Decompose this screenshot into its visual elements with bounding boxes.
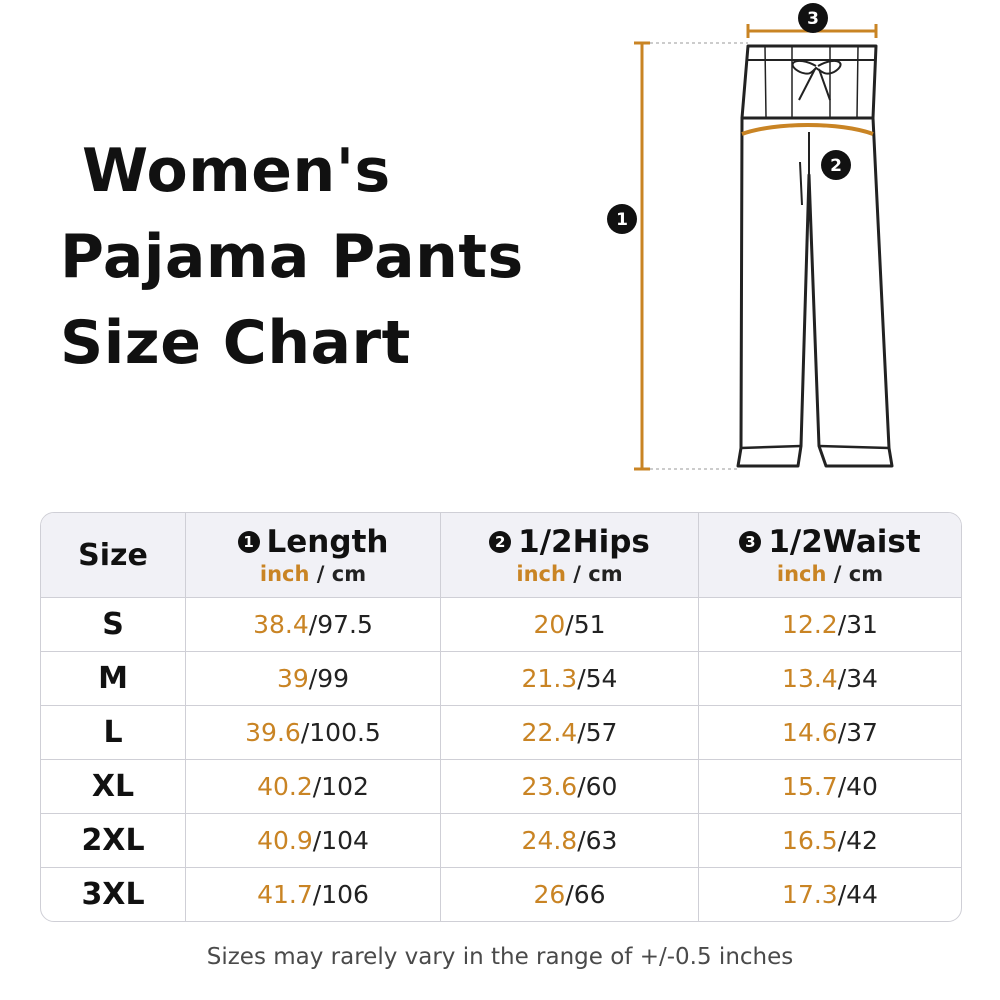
table-row: S 38.4/97.5 20/51 12.2/31 bbox=[41, 598, 961, 652]
hips-cell: 26/66 bbox=[441, 868, 699, 921]
length-header-label: Length bbox=[266, 524, 389, 560]
title-line-1: Women's bbox=[82, 136, 391, 206]
hips-cell: 22.4/57 bbox=[441, 706, 699, 760]
size-cell: 2XL bbox=[41, 814, 186, 868]
length-cell: 40.2/102 bbox=[186, 760, 441, 814]
size-cell: M bbox=[41, 652, 186, 706]
length-cell: 39/99 bbox=[186, 652, 441, 706]
hips-cell: 23.6/60 bbox=[441, 760, 699, 814]
length-units: inch / cm bbox=[259, 562, 367, 586]
table-row: M 39/99 21.3/54 13.4/34 bbox=[41, 652, 961, 706]
marker-3-icon: 3 bbox=[798, 3, 828, 33]
length-number-icon: 1 bbox=[237, 531, 260, 553]
size-cell: XL bbox=[41, 760, 186, 814]
marker-3-label: 3 bbox=[807, 9, 819, 29]
pants-diagram: 1 2 3 bbox=[607, 3, 894, 471]
hips-cell: 20/51 bbox=[441, 598, 699, 652]
title-line-2: Pajama Pants bbox=[60, 222, 524, 292]
size-cell: L bbox=[41, 706, 186, 760]
waist-cell: 17.3/44 bbox=[782, 880, 878, 909]
table-row: XL 40.2/102 23.6/60 15.7/40 bbox=[41, 760, 961, 814]
length-cell: 39.6/100.5 bbox=[186, 706, 441, 760]
size-column-header: Size bbox=[41, 513, 186, 598]
marker-1-label: 1 bbox=[616, 210, 628, 230]
waist-header-label: 1/2Waist bbox=[768, 524, 921, 560]
marker-2-icon: 2 bbox=[821, 150, 851, 180]
hips-column-header: 2 1/2Hips inch / cm bbox=[441, 513, 699, 598]
waist-cell: 16.5/42 bbox=[699, 814, 961, 868]
title-line-3: Size Chart bbox=[60, 308, 411, 378]
length-column-header: 1 Length inch / cm bbox=[186, 513, 441, 598]
hips-cell: 21.3/54 bbox=[441, 652, 699, 706]
length-cell: 40.9/104 bbox=[186, 814, 441, 868]
page-title: Women's Pajama Pants Size Chart bbox=[60, 128, 524, 386]
waist-cell: 12.2/31 bbox=[699, 598, 961, 652]
table-row: 3XL 41.7/106 26/66 17.3/44 bbox=[41, 868, 961, 921]
waist-cell: 13.4/34 bbox=[699, 652, 961, 706]
waist-number-icon: 3 bbox=[739, 531, 762, 553]
hips-measure-line bbox=[741, 123, 874, 136]
waist-column-header: 3 1/2Waist inch / cm bbox=[699, 513, 961, 598]
size-cell: S bbox=[41, 598, 186, 652]
table-row: L 39.6/100.5 22.4/57 14.6/37 bbox=[41, 706, 961, 760]
size-table: Size 1 Length inch / cm 2 1/2Hips inch / c… bbox=[40, 512, 962, 922]
waist-cell: 14.6/37 bbox=[699, 706, 961, 760]
table-header-row: Size 1 Length inch / cm 2 1/2Hips inch / c… bbox=[41, 513, 961, 598]
hips-cell: 24.8/63 bbox=[441, 814, 699, 868]
size-variance-note: Sizes may rarely vary in the range of +/… bbox=[206, 944, 794, 970]
pants-icon bbox=[736, 44, 894, 468]
marker-2-label: 2 bbox=[830, 156, 842, 176]
length-cell: 38.4/97.5 bbox=[186, 598, 441, 652]
hips-header-label: 1/2Hips bbox=[518, 524, 650, 560]
hips-units: inch / cm bbox=[516, 562, 623, 586]
marker-1-icon: 1 bbox=[607, 204, 637, 234]
waist-units: inch / cm bbox=[776, 562, 884, 586]
hips-number-icon: 2 bbox=[489, 531, 512, 553]
waist-cell: 15.7/40 bbox=[699, 760, 961, 814]
length-measure-line bbox=[634, 41, 748, 471]
length-cell: 41.7/106 bbox=[186, 868, 441, 921]
table-row: 2XL 40.9/104 24.8/63 16.5/42 bbox=[41, 814, 961, 868]
size-cell: 3XL bbox=[41, 868, 186, 921]
